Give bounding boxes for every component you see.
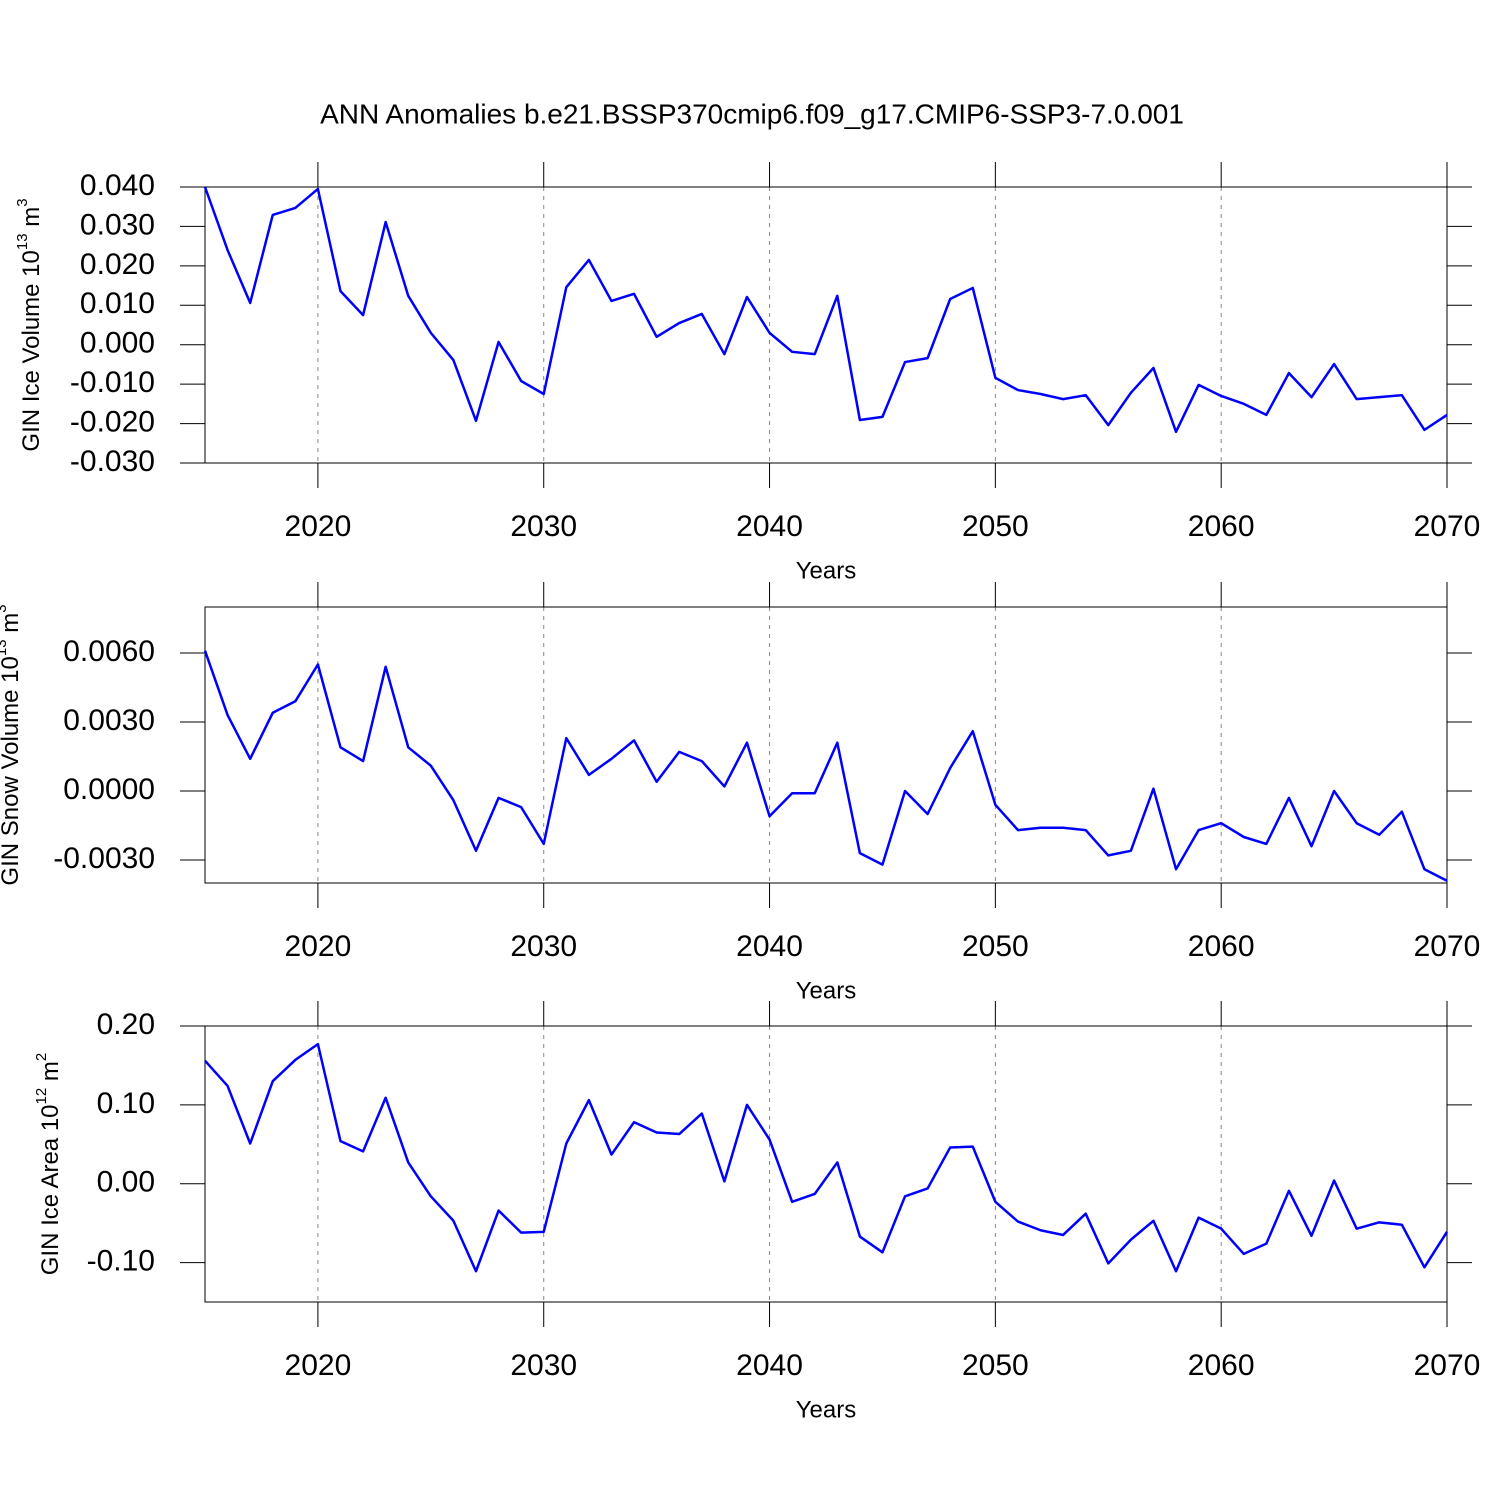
x-tick-label: 2030 bbox=[510, 1349, 577, 1382]
x-tick-label: 2070 bbox=[1414, 510, 1481, 543]
y-axis-label-part: 2 bbox=[33, 1053, 50, 1061]
x-tick-label: 2070 bbox=[1414, 1349, 1481, 1382]
y-axis-label-part: GIN Snow Volume 10 bbox=[0, 656, 24, 885]
data-line bbox=[203, 186, 1448, 434]
x-axis-label: Years bbox=[796, 1396, 857, 1423]
plot-frame bbox=[204, 186, 1448, 464]
x-axis-label: Years bbox=[796, 557, 857, 584]
y-axis-label-part: GIN Ice Volume 10 bbox=[18, 250, 45, 451]
y-axis-label-part: m bbox=[0, 613, 24, 640]
plot-frame bbox=[204, 1025, 1448, 1303]
y-tick-label: -0.010 bbox=[70, 366, 155, 399]
y-axis-label: GIN Ice Area 1012 m2 bbox=[33, 1053, 64, 1275]
x-tick-label: 2070 bbox=[1414, 930, 1481, 963]
x-tick-label: 2050 bbox=[962, 1349, 1029, 1382]
x-tick-label: 2030 bbox=[510, 510, 577, 543]
y-tick-label: 0.00 bbox=[97, 1166, 155, 1199]
x-tick-label: 2040 bbox=[736, 1349, 803, 1382]
y-tick-label: 0.020 bbox=[80, 248, 155, 281]
y-tick-label: 0.20 bbox=[97, 1008, 155, 1041]
x-tick-label: 2050 bbox=[962, 930, 1029, 963]
y-axis-label-part: 13 bbox=[14, 233, 31, 250]
y-tick-label: 0.010 bbox=[80, 287, 155, 320]
y-axis-label-part: 13 bbox=[0, 639, 10, 656]
y-axis-label: GIN Ice Volume 1013 m3 bbox=[14, 198, 45, 451]
y-axis-label-part: 3 bbox=[14, 198, 31, 206]
y-tick-label: 0.030 bbox=[80, 208, 155, 241]
y-tick-label: 0.10 bbox=[97, 1087, 155, 1120]
y-tick-label: -0.030 bbox=[70, 445, 155, 478]
y-tick-label: -0.020 bbox=[70, 405, 155, 438]
x-tick-label: 2030 bbox=[510, 930, 577, 963]
y-tick-label: 0.040 bbox=[80, 169, 155, 202]
chart-title: ANN Anomalies b.e21.BSSP370cmip6.f09_g17… bbox=[320, 98, 1184, 129]
x-tick-label: 2040 bbox=[736, 510, 803, 543]
y-tick-label: -0.0030 bbox=[53, 842, 155, 875]
plot-frame bbox=[204, 606, 1448, 884]
x-tick-label: 2020 bbox=[285, 1349, 352, 1382]
y-tick-label: -0.10 bbox=[87, 1244, 155, 1277]
x-axis-label: Years bbox=[796, 977, 857, 1004]
x-tick-label: 2060 bbox=[1188, 930, 1255, 963]
x-tick-label: 2050 bbox=[962, 510, 1029, 543]
x-tick-label: 2020 bbox=[285, 930, 352, 963]
x-tick-label: 2060 bbox=[1188, 1349, 1255, 1382]
x-tick-label: 2040 bbox=[736, 930, 803, 963]
y-tick-label: 0.0030 bbox=[63, 704, 155, 737]
y-axis-label-part: 12 bbox=[33, 1088, 50, 1105]
x-tick-label: 2020 bbox=[285, 510, 352, 543]
x-tick-label: 2060 bbox=[1188, 510, 1255, 543]
y-tick-label: 0.0000 bbox=[63, 773, 155, 806]
y-axis-label-part: GIN Ice Area 10 bbox=[37, 1104, 64, 1275]
y-axis-label: GIN Snow Volume 1013 m3 bbox=[0, 604, 24, 885]
data-line bbox=[204, 1042, 1449, 1273]
y-tick-label: 0.000 bbox=[80, 327, 155, 360]
y-axis-label-part: m bbox=[37, 1061, 64, 1088]
y-axis-label-part: 3 bbox=[0, 604, 10, 612]
y-tick-label: 0.0060 bbox=[63, 635, 155, 668]
y-axis-label-part: m bbox=[18, 207, 45, 234]
data-line bbox=[203, 650, 1448, 882]
